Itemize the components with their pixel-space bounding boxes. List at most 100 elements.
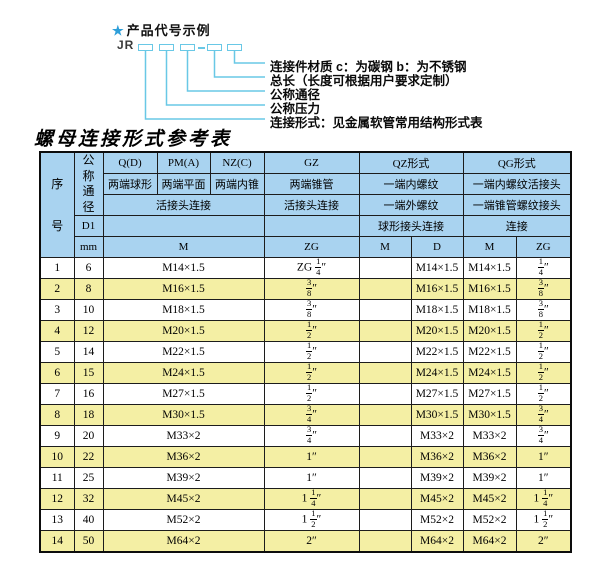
cell-gz: 1 1 4 ″ <box>263 488 360 510</box>
header-qz-sub3: 球形接头连接 <box>358 215 464 237</box>
cell-qg-zg: 3 4 ″ <box>515 404 572 426</box>
cell-qz-m <box>358 488 412 510</box>
code-box-1 <box>138 44 153 51</box>
cell-qz-d: M33×2 <box>410 425 464 447</box>
cell-m: M24×1.5 <box>102 362 265 384</box>
code-prefix: JR <box>117 38 135 52</box>
cell-qz-d: M24×1.5 <box>410 362 464 384</box>
cell-dn: 32 <box>73 488 104 510</box>
cell-qg-m: M14×1.5 <box>462 257 517 279</box>
cell-dn: 12 <box>73 320 104 342</box>
cell-qz-m <box>358 446 412 468</box>
cell-qg-m: M36×2 <box>462 446 517 468</box>
cell-qz-m <box>358 530 412 552</box>
code-box-3 <box>180 44 195 51</box>
table-row: 11 25 M39×2 1″ M39×2 M39×2 1″ <box>39 467 572 489</box>
code-dash <box>198 47 205 49</box>
cell-qz-m <box>358 509 412 531</box>
header-qz-d: D <box>410 236 464 258</box>
header-qg-sub2: 一端锥管螺纹接头 <box>462 193 572 217</box>
table-row: 7 16 M27×1.5 1 2 ″ M27×1.5 M27×1.5 1 2 ″ <box>39 383 572 405</box>
label-nominal-press: 公称压力 <box>270 102 321 116</box>
cell-dn: 14 <box>73 341 104 363</box>
table-row: 9 20 M33×2 3 4 ″ M33×2 M33×2 3 4 ″ <box>39 425 572 447</box>
header-col-pm: PM(A) <box>156 151 211 174</box>
cell-qg-m: M27×1.5 <box>462 383 517 405</box>
page-title: 螺母连接形式参考表 <box>34 129 233 150</box>
table-row: 4 12 M20×1.5 1 2 ″ M20×1.5 M20×1.5 1 2 ″ <box>39 320 572 342</box>
header-q-sub: 两端球形 <box>102 172 158 195</box>
cell-qz-m <box>358 341 412 363</box>
cell-qz-d: M39×2 <box>410 467 464 489</box>
cell-qg-m: M64×2 <box>462 530 517 552</box>
cell-qg-zg: 3 4 ″ <box>515 425 572 447</box>
header-union-conn: 活接头连接 <box>102 193 265 217</box>
cell-dn: 16 <box>73 383 104 405</box>
table-row: 2 8 M16×1.5 3 8 ″ M16×1.5 M16×1.5 3 8 ″ <box>39 278 572 300</box>
cell-qz-d: M52×2 <box>410 509 464 531</box>
cell-qg-m: M22×1.5 <box>462 341 517 363</box>
cell-gz: 3 8 ″ <box>263 299 360 321</box>
cell-dn: 25 <box>73 467 104 489</box>
diagram-title: ★ 产品代号示例 <box>112 20 211 39</box>
cell-qz-m <box>358 320 412 342</box>
cell-m: M36×2 <box>102 446 265 468</box>
cell-dn: 10 <box>73 299 104 321</box>
cell-m: M20×1.5 <box>102 320 265 342</box>
label-total-length: 总长（长度可根据用户要求定制） <box>270 74 458 88</box>
cell-serial: 8 <box>39 404 75 426</box>
cell-gz: 1″ <box>263 467 360 489</box>
cell-qz-d: M18×1.5 <box>410 299 464 321</box>
header-col-qg: QG形式 <box>462 151 572 174</box>
cell-m: M30×1.5 <box>102 404 265 426</box>
cell-serial: 3 <box>39 299 75 321</box>
cell-dn: 20 <box>73 425 104 447</box>
cell-qg-m: M30×1.5 <box>462 404 517 426</box>
table-row: 10 22 M36×2 1″ M36×2 M36×2 1″ <box>39 446 572 468</box>
cell-gz: 3 4 ″ <box>263 404 360 426</box>
cell-qg-zg: 3 8 ″ <box>515 278 572 300</box>
cell-serial: 7 <box>39 383 75 405</box>
header-empty-1 <box>102 215 265 237</box>
cell-qz-m <box>358 467 412 489</box>
header-qg-sub1: 一端内螺纹活接头 <box>462 172 572 195</box>
table-row: 8 18 M30×1.5 3 4 ″ M30×1.5 M30×1.5 3 4 ″ <box>39 404 572 426</box>
cell-qz-d: M20×1.5 <box>410 320 464 342</box>
cell-qz-m <box>358 383 412 405</box>
cell-qz-m <box>358 299 412 321</box>
cell-qg-zg: 1 2 ″ <box>515 362 572 384</box>
cell-gz: 1 2 ″ <box>263 383 360 405</box>
code-box-2 <box>159 44 174 51</box>
cell-serial: 10 <box>39 446 75 468</box>
cell-qz-d: M22×1.5 <box>410 341 464 363</box>
cell-qz-m <box>358 404 412 426</box>
cell-qg-zg: 1″ <box>515 467 572 489</box>
nut-connection-table: 序号 公称通径 Q(D) PM(A) NZ(C) GZ QZ形式 QG形式 两端… <box>39 151 573 553</box>
header-col-qz: QZ形式 <box>358 151 464 174</box>
cell-qz-d: M64×2 <box>410 530 464 552</box>
cell-qz-m <box>358 257 412 279</box>
cell-gz: 3 8 ″ <box>263 278 360 300</box>
cell-qg-zg: 1 1 2 ″ <box>515 509 572 531</box>
cell-qg-m: M20×1.5 <box>462 320 517 342</box>
header-gz-sub: 两端锥管 <box>263 172 360 195</box>
cell-gz: ZG 1 4 ″ <box>263 257 360 279</box>
cell-qz-d: M30×1.5 <box>410 404 464 426</box>
cell-qg-zg: 1 2 ″ <box>515 341 572 363</box>
cell-dn: 40 <box>73 509 104 531</box>
table-row: 6 15 M24×1.5 1 2 ″ M24×1.5 M24×1.5 1 2 ″ <box>39 362 572 384</box>
cell-serial: 9 <box>39 425 75 447</box>
diagram-title-text: 产品代号示例 <box>126 23 211 38</box>
cell-qg-zg: 1″ <box>515 446 572 468</box>
cell-m: M52×2 <box>102 509 265 531</box>
cell-serial: 1 <box>39 257 75 279</box>
cell-qz-m <box>358 362 412 384</box>
cell-qz-m <box>358 425 412 447</box>
star-icon: ★ <box>112 23 125 38</box>
cell-m: M22×1.5 <box>102 341 265 363</box>
header-m-merged: M <box>102 236 265 258</box>
header-col-gz: GZ <box>263 151 360 174</box>
cell-serial: 14 <box>39 530 75 552</box>
table-row: 5 14 M22×1.5 1 2 ″ M22×1.5 M22×1.5 1 2 ″ <box>39 341 572 363</box>
cell-serial: 11 <box>39 467 75 489</box>
